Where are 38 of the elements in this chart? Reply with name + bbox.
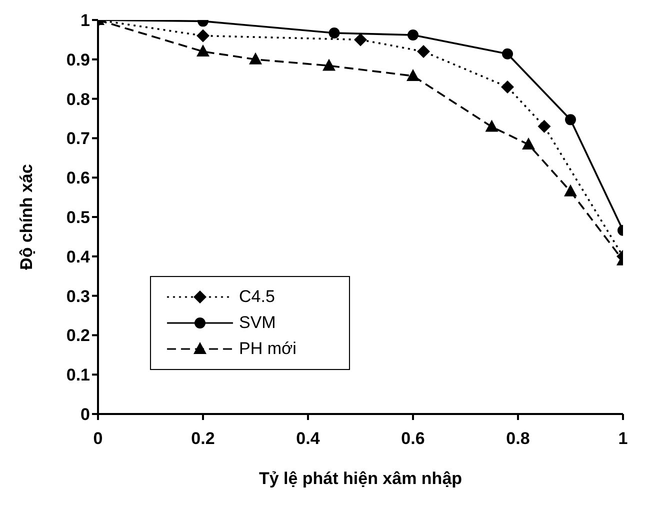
x-tick-label: 0.8: [506, 429, 530, 448]
point: [538, 120, 551, 133]
y-tick-label: 0: [80, 405, 90, 424]
legend-label: SVM: [239, 313, 276, 333]
point: [565, 114, 576, 126]
point: [196, 44, 210, 57]
x-axis-title: Tỷ lệ phát hiện xâm nhập: [258, 469, 462, 488]
y-tick-label: 0.4: [66, 247, 91, 266]
x-tick-label: 0.6: [401, 429, 425, 448]
point: [522, 138, 535, 150]
x-tick-label: 1: [618, 429, 628, 448]
point: [408, 29, 418, 40]
point: [196, 29, 210, 42]
x-tick-label: 0.4: [296, 429, 320, 448]
point: [485, 120, 498, 132]
point: [501, 80, 514, 94]
y-tick-label: 0.6: [66, 168, 90, 188]
y-tick-label: 0.5: [66, 208, 90, 228]
point: [406, 68, 420, 81]
point: [249, 52, 262, 64]
y-tick-label: 0.2: [66, 326, 90, 346]
point: [502, 48, 513, 60]
y-tick-label: 1: [80, 11, 90, 30]
x-tick-label: 0: [93, 429, 103, 448]
point: [322, 58, 336, 71]
legend-label: PH mới: [239, 339, 296, 359]
y-tick-label: 0.9: [66, 50, 90, 70]
y-axis-title: Độ chính xác: [17, 164, 36, 270]
point: [328, 28, 340, 38]
x-tick-label: 0.2: [191, 429, 215, 448]
point: [417, 45, 430, 58]
legend-label: C4.5: [239, 287, 275, 307]
point: [564, 184, 577, 196]
y-tick-label: 0.8: [66, 90, 90, 109]
point: [354, 33, 367, 46]
y-tick-label: 0.1: [66, 366, 90, 385]
y-tick-label: 0.3: [66, 286, 90, 306]
y-tick-label: 0.7: [66, 129, 90, 148]
